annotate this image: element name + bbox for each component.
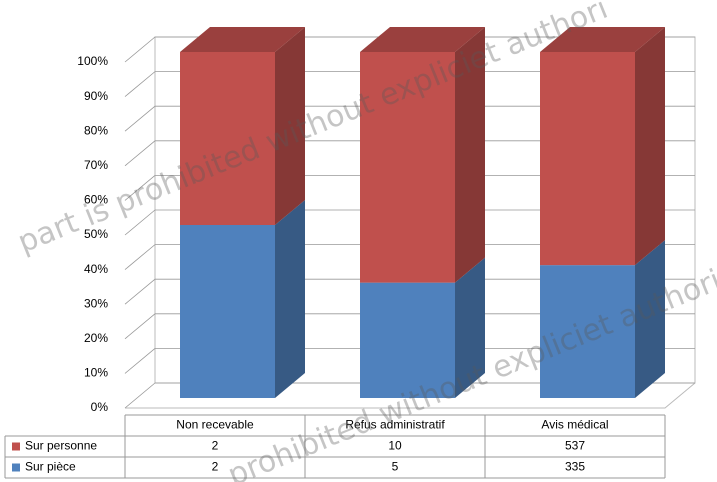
table-value: 10 (388, 439, 402, 453)
table-value: 2 (212, 460, 219, 474)
grid-line (124, 140, 695, 167)
y-tick-label: 10% (84, 366, 108, 380)
legend-swatch (12, 442, 20, 451)
grid-line (124, 382, 695, 409)
y-tick-label: 0% (91, 400, 109, 414)
bar-face (360, 27, 485, 52)
table-value: 2 (212, 439, 219, 453)
bar-segment (540, 27, 665, 266)
bar-segment (360, 257, 485, 398)
table-value: 537 (565, 439, 585, 453)
bar-face (360, 282, 455, 398)
bar-face (455, 27, 485, 283)
legend-label: Sur pièce (25, 460, 76, 474)
grid-line (124, 347, 695, 374)
bar-face (180, 225, 275, 398)
bar-face (540, 27, 665, 52)
grid-line (124, 174, 695, 201)
bar-face (540, 265, 635, 398)
category-label: Non recevable (176, 418, 254, 432)
grid-line (124, 36, 695, 63)
y-tick-label: 20% (84, 331, 108, 345)
table-value: 335 (565, 460, 585, 474)
bar-segment (540, 240, 665, 398)
bar-segment (180, 27, 305, 225)
bar-segment (180, 200, 305, 398)
table-value: 5 (392, 460, 399, 474)
bar-segment (360, 27, 485, 283)
legend-label: Sur personne (25, 439, 97, 453)
grid-line (124, 209, 695, 236)
bar-face (540, 52, 635, 266)
y-tick-label: 80% (84, 123, 108, 137)
y-tick-label: 90% (84, 89, 108, 103)
category-label: Refus administratif (345, 418, 445, 432)
y-tick-label: 40% (84, 262, 108, 276)
bar-face (635, 240, 665, 398)
y-tick-label: 100% (77, 54, 108, 68)
bar-face (180, 27, 305, 52)
bar-face (635, 27, 665, 266)
floor (125, 382, 696, 409)
bar-face (455, 257, 485, 398)
y-tick-label: 30% (84, 296, 108, 310)
grid-line (124, 278, 695, 305)
bar-face (360, 52, 455, 283)
grid-line (124, 244, 695, 270)
bar-face (180, 52, 275, 225)
bar-face (275, 27, 305, 225)
y-tick-label: 60% (84, 193, 108, 207)
grid-line (124, 313, 695, 340)
bar-face (275, 200, 305, 398)
y-tick-label: 50% (84, 227, 108, 241)
grid-line (124, 105, 695, 132)
legend-swatch (12, 463, 20, 472)
y-tick-label: 70% (84, 158, 108, 172)
grid-line (124, 71, 695, 97)
category-label: Avis médical (541, 418, 608, 432)
